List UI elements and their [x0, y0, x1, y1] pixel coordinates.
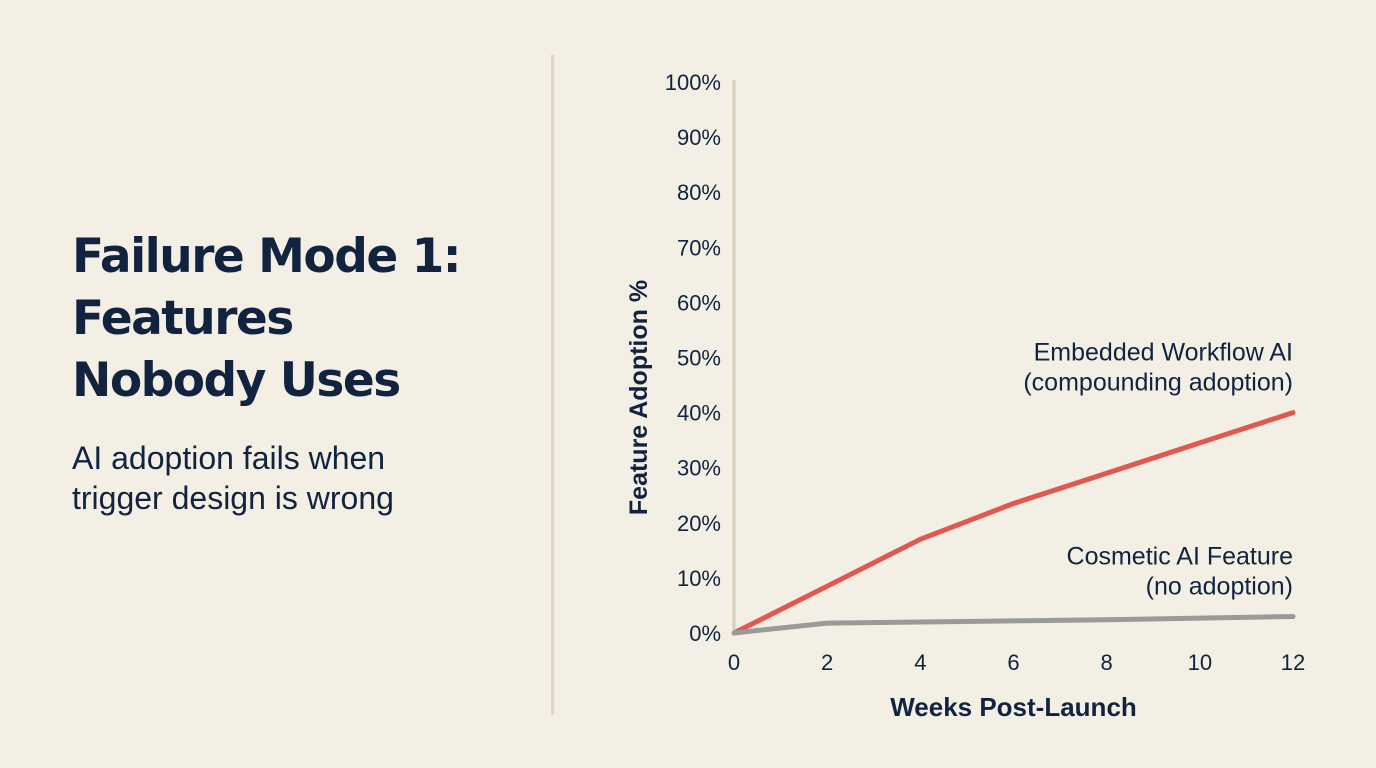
series-label: (no adoption): [1146, 572, 1293, 600]
title-panel: Failure Mode 1: Features Nobody Uses AI …: [72, 226, 512, 518]
slide-subtitle-line: trigger design is wrong: [72, 480, 394, 516]
y-tick-label: 0%: [689, 621, 721, 646]
y-tick-label: 30%: [677, 456, 721, 481]
y-axis: 0% 10% 20% 30% 40% 50% 60% 70% 80% 90% 100%: [665, 70, 736, 646]
series-line: [731, 410, 1296, 636]
y-tick-label: 20%: [677, 511, 721, 536]
slide-subtitle: AI adoption fails when trigger design is…: [72, 438, 512, 518]
slide-title: Failure Mode 1: Features Nobody Uses: [72, 226, 512, 412]
x-tick-label: 2: [821, 650, 833, 675]
slide-subtitle-line: AI adoption fails when: [72, 440, 386, 476]
y-tick-label: 70%: [677, 235, 721, 260]
y-axis-title: Feature Adoption %: [625, 280, 653, 515]
x-axis: 0 2 4 6 8 10 12: [728, 650, 1305, 675]
y-tick-label: 60%: [677, 290, 721, 315]
x-tick-label: 0: [728, 650, 740, 675]
y-tick-label: 80%: [677, 180, 721, 205]
adoption-line-chart: 0% 10% 20% 30% 40% 50% 60% 70% 80% 90% 100% 0 2 4 6 8 1…: [625, 70, 1305, 722]
series-label: Cosmetic AI Feature: [1067, 542, 1293, 570]
y-tick-label: 90%: [677, 125, 721, 150]
y-tick-label: 40%: [677, 401, 721, 426]
series-line: [731, 614, 1296, 636]
slide-title-line: Nobody Uses: [72, 353, 401, 408]
y-tick-label: 10%: [677, 566, 721, 591]
series-label: Embedded Workflow AI: [1034, 339, 1293, 367]
series-labels: Embedded Workflow AI(compounding adoptio…: [1023, 339, 1293, 601]
y-tick-label: 50%: [677, 346, 721, 371]
series-lines: [731, 410, 1296, 636]
slide-title-line: Features: [72, 291, 294, 346]
x-tick-label: 6: [1007, 650, 1019, 675]
x-tick-label: 10: [1188, 650, 1212, 675]
y-tick-label: 100%: [665, 70, 721, 95]
slide-title-line: Failure Mode 1:: [72, 229, 462, 284]
x-tick-label: 12: [1281, 650, 1305, 675]
vertical-divider: [551, 55, 554, 715]
series-label: (compounding adoption): [1023, 369, 1293, 397]
x-axis-title: Weeks Post-Launch: [890, 692, 1137, 722]
x-tick-label: 8: [1101, 650, 1113, 675]
x-tick-label: 4: [914, 650, 926, 675]
